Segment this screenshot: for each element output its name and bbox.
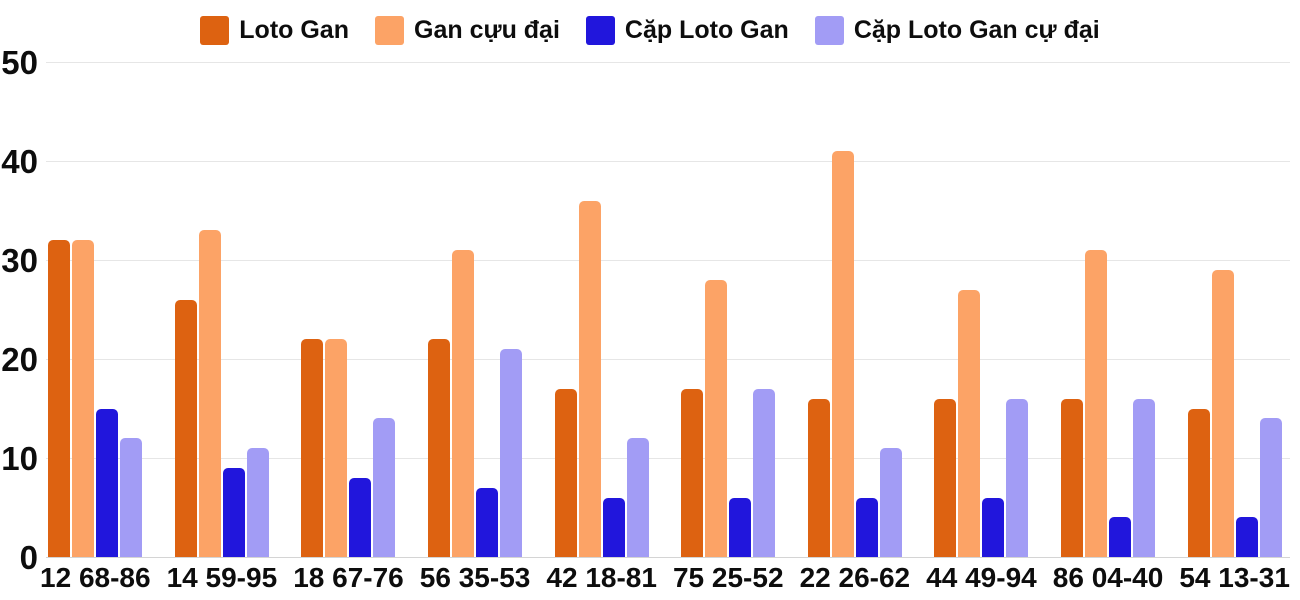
bar [681, 388, 704, 557]
legend-swatch-icon [814, 15, 844, 45]
bar [982, 497, 1005, 557]
x-axis-label: 44 49-94 [926, 562, 1037, 593]
bar-group [285, 62, 412, 557]
gridline [46, 260, 1290, 261]
bar-groups [32, 62, 1298, 557]
legend-item-0: Loto Gan [200, 15, 349, 45]
bar-cluster [428, 62, 523, 557]
plot-area: 0 10 20 30 40 50 [0, 46, 1300, 574]
bar-group [32, 62, 159, 557]
bar [452, 250, 475, 557]
bar-group [1171, 62, 1298, 557]
legend-swatch-icon [375, 15, 404, 45]
bar-cluster [807, 62, 902, 557]
bar [198, 230, 221, 557]
bar-cluster [681, 62, 776, 557]
bar [174, 299, 197, 557]
bar-cluster [934, 62, 1029, 557]
bar-group [665, 62, 792, 557]
bar-group [1045, 62, 1172, 557]
bar [958, 289, 981, 557]
y-tick-label: 30 [1, 241, 38, 279]
bar-cluster [174, 62, 269, 557]
bar-group [538, 62, 665, 557]
bar [753, 388, 776, 557]
bar [602, 497, 625, 557]
bar [301, 339, 324, 557]
bar-group [918, 62, 1045, 557]
gridline [46, 161, 1290, 162]
x-axis-label: 75 25-52 [672, 562, 784, 593]
legend-item-1: Gan cựu đại [375, 15, 560, 45]
bar [879, 448, 902, 557]
legend-swatch-icon [200, 15, 230, 45]
y-tick-label: 50 [1, 43, 38, 81]
bar [500, 349, 523, 557]
bar [222, 467, 245, 557]
bar [373, 418, 396, 557]
y-tick-label: 10 [1, 439, 38, 477]
bar [1085, 250, 1108, 557]
x-axis-label: 22 26-62 [799, 562, 911, 593]
y-tick-label: 0 [19, 538, 38, 576]
bar-cluster [554, 62, 649, 557]
gridline [46, 458, 1290, 459]
bar [1109, 517, 1132, 557]
bar [120, 438, 143, 557]
y-tick-label: 40 [1, 142, 38, 180]
bar [1061, 398, 1084, 557]
y-tick-label: 20 [1, 340, 38, 378]
gridline [46, 359, 1290, 360]
x-axis-label: 56 35-53 [419, 562, 531, 593]
legend-label: Cặp Loto Gan [624, 15, 789, 44]
bar-cluster [1061, 62, 1156, 557]
x-axis-label: 12 68-86 [40, 562, 151, 593]
bar [554, 388, 577, 557]
bar [1006, 398, 1029, 557]
x-axis-label: 18 67-76 [293, 562, 404, 593]
legend-item-2: Cặp Loto Gan [585, 15, 789, 45]
bar [349, 477, 372, 557]
bar [855, 497, 878, 557]
bar [1133, 398, 1156, 557]
bar [578, 200, 601, 557]
legend-swatch-icon [585, 15, 615, 45]
x-axis-label: 42 18-81 [546, 562, 657, 593]
gridline [46, 62, 1290, 63]
gridline [46, 557, 1290, 558]
x-axis-label: 14 59-95 [166, 562, 278, 593]
bar [1187, 408, 1210, 557]
bar-cluster [301, 62, 396, 557]
bar [626, 438, 649, 557]
x-axis-label: 54 13-31 [1179, 562, 1290, 593]
bar [1259, 418, 1282, 557]
x-axis: 12 68-86 14 59-95 18 67-76 56 35-53 42 18-81… [32, 561, 1298, 597]
bar [476, 487, 499, 557]
legend-label: Loto Gan [239, 15, 349, 44]
bar-cluster [48, 62, 143, 557]
bar [246, 448, 269, 557]
bar-cluster [1187, 62, 1282, 557]
bar [729, 497, 752, 557]
bar [807, 398, 830, 557]
x-axis-label: 86 04-40 [1052, 562, 1164, 593]
chart-legend: Loto Gan Gan cựu đại Cặp Loto Gan Cặp Loto … [0, 12, 1300, 48]
bar [48, 240, 71, 557]
legend-item-3: Cặp Loto Gan cự đại [814, 15, 1100, 45]
bar-group [159, 62, 286, 557]
bar [831, 151, 854, 557]
bar [934, 398, 957, 557]
bar [428, 339, 451, 557]
bar [325, 339, 348, 557]
bar [705, 279, 728, 557]
bar [1211, 269, 1234, 557]
legend-label: Cặp Loto Gan cự đại [853, 15, 1100, 44]
bar-group [412, 62, 539, 557]
bar [1235, 517, 1258, 557]
bar [96, 408, 119, 557]
bar [72, 240, 95, 557]
bar-group [792, 62, 919, 557]
legend-label: Gan cựu đại [414, 15, 560, 44]
